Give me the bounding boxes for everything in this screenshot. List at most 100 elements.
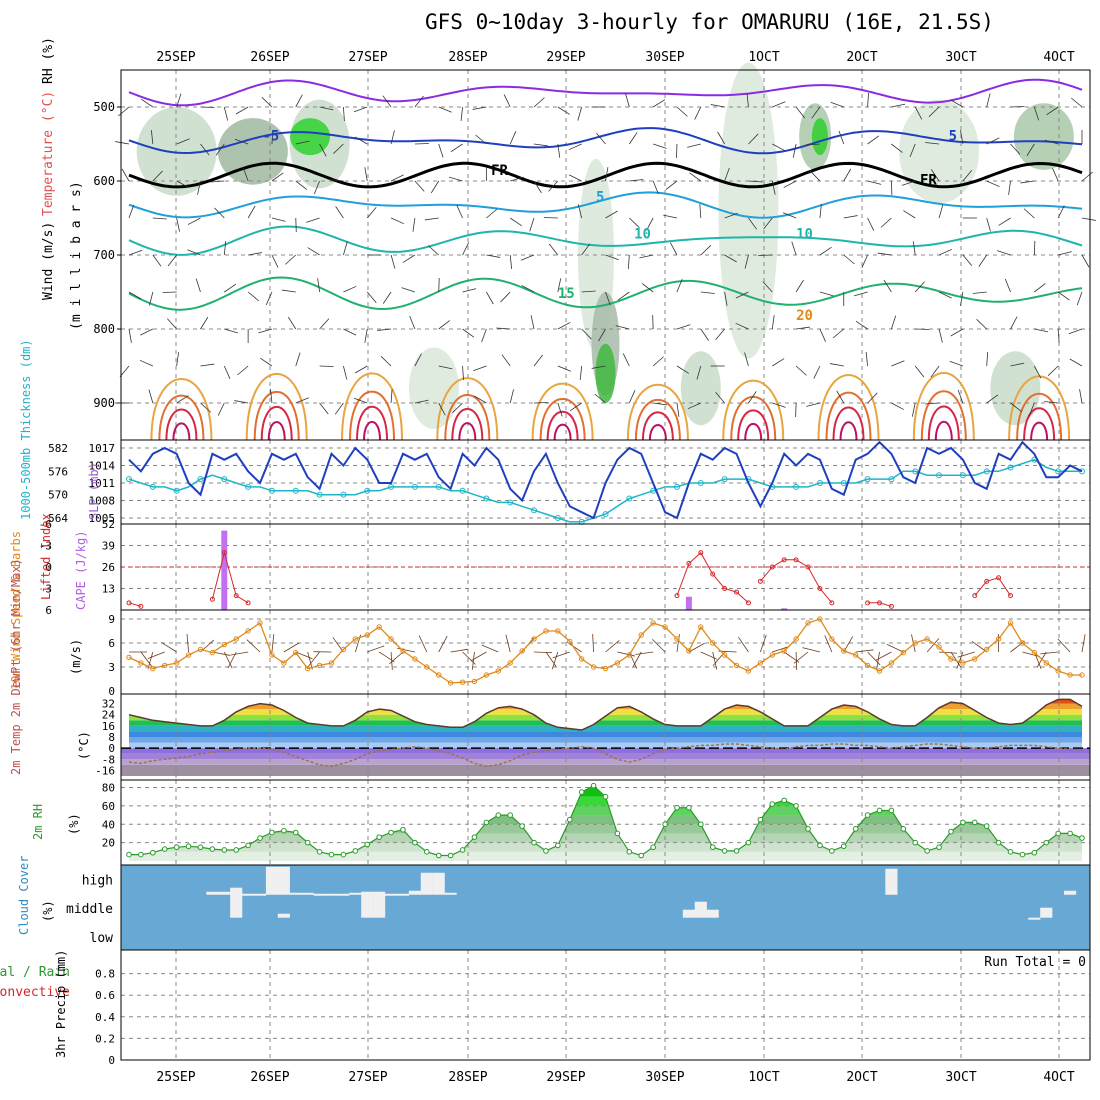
wind-barb (568, 143, 582, 151)
wind-barb (176, 217, 180, 232)
warm-contour-6-3 (744, 422, 763, 441)
wind-barb (200, 402, 212, 413)
wind-barb (646, 217, 654, 231)
slp-tick-4: 1017 (89, 442, 116, 455)
cloud-extra-bar-0 (682, 909, 695, 918)
rh-point (757, 816, 764, 823)
rh-point (269, 829, 275, 836)
wind-speed-point (340, 646, 347, 653)
wind-barb (855, 320, 868, 330)
li-point (245, 600, 251, 606)
isotherm-10 (128, 225, 1083, 256)
wind-barb (628, 132, 638, 145)
wind-barb (557, 143, 561, 158)
wind-barb (700, 244, 712, 256)
warm-contour-7-2 (832, 406, 865, 441)
rh-point (674, 804, 680, 811)
wind-barb (581, 290, 596, 293)
wind-barb (1071, 97, 1083, 108)
wind10-barb (855, 649, 874, 653)
wind-barb (1010, 402, 1022, 412)
wind-speed-point (793, 636, 799, 642)
wind-barb (891, 360, 905, 367)
thickness-point (268, 487, 275, 494)
wind-barb (1004, 278, 1011, 293)
warm-contour-2-1 (349, 390, 396, 441)
wind-barb (329, 179, 344, 182)
wind-speed-point (471, 678, 478, 685)
rh-point (257, 835, 263, 841)
wind-barb (1033, 365, 1042, 379)
thk-tick-0: 564 (48, 512, 68, 525)
wind-barb (687, 143, 701, 148)
thk-tick-2: 576 (48, 465, 68, 478)
contour-label-6: FR (920, 173, 937, 189)
wind-barb (598, 328, 606, 342)
wind10-barb (876, 651, 880, 670)
wind-barb (412, 217, 416, 232)
rh-shade-6 (595, 343, 616, 403)
wind-barb (930, 365, 940, 378)
wind-speed-point (185, 652, 192, 658)
wind-speed-point (721, 652, 728, 658)
rh-point (328, 851, 335, 858)
rh-point (173, 844, 180, 851)
wind-speed-point (698, 624, 704, 630)
wind-speed-point (316, 662, 323, 669)
wind-barb (460, 106, 463, 121)
wind-barb (960, 130, 964, 145)
temp-band-1 (121, 759, 1090, 765)
cloud-high-bar (289, 892, 302, 895)
wind-barb (200, 363, 215, 367)
wind10-barb (246, 639, 261, 653)
wind10-barb (223, 651, 233, 669)
wind10-barb (283, 642, 300, 653)
rh-band-2 (129, 833, 1082, 843)
warm-contour-3-1 (444, 394, 491, 441)
li-point (734, 589, 740, 595)
thk-tick-1: 570 (48, 489, 68, 502)
li-point (888, 603, 894, 609)
top-day-label-6: 1OCT (748, 50, 779, 65)
wind-barb (247, 205, 256, 219)
wind-barb (414, 180, 425, 192)
wind-speed-point (662, 624, 668, 630)
wind-barb (474, 395, 487, 404)
wind10-barb (950, 651, 962, 668)
wind-speed-point (1079, 672, 1085, 678)
wind10-barb (592, 634, 594, 653)
li-segment-1 (211, 550, 249, 604)
wind-barb (176, 352, 179, 367)
wind-speed-point (984, 646, 990, 653)
wind-barb (462, 328, 475, 338)
wind-barb (450, 143, 463, 153)
wind-barb (976, 318, 987, 330)
wind10-barb (802, 647, 821, 653)
rh-point (805, 826, 811, 832)
wind-barb (390, 254, 396, 269)
wind-barb (1052, 168, 1059, 182)
wind-barb (424, 217, 439, 221)
wind-barb (215, 143, 225, 156)
li-point (710, 571, 716, 577)
wind-barb (811, 106, 821, 119)
wind-barb (696, 365, 702, 380)
wind-barb (364, 167, 368, 182)
wind10-barb (793, 651, 809, 664)
wind10-barb (1057, 638, 1071, 653)
wind10-barb (390, 651, 393, 670)
slp-tick-2: 1011 (89, 477, 116, 490)
wind10-barb (552, 651, 570, 659)
wind-barb (986, 394, 999, 404)
wind-barb (306, 217, 320, 223)
wind-barb (806, 402, 821, 407)
wind-barb (210, 180, 225, 183)
rh-point (543, 848, 549, 854)
thickness-point (411, 483, 418, 490)
wind-barb (717, 131, 725, 145)
wind-barb (1026, 143, 1035, 157)
wind-speed-point (578, 656, 585, 662)
wind-barb (343, 241, 348, 256)
thickness-point (435, 483, 442, 490)
